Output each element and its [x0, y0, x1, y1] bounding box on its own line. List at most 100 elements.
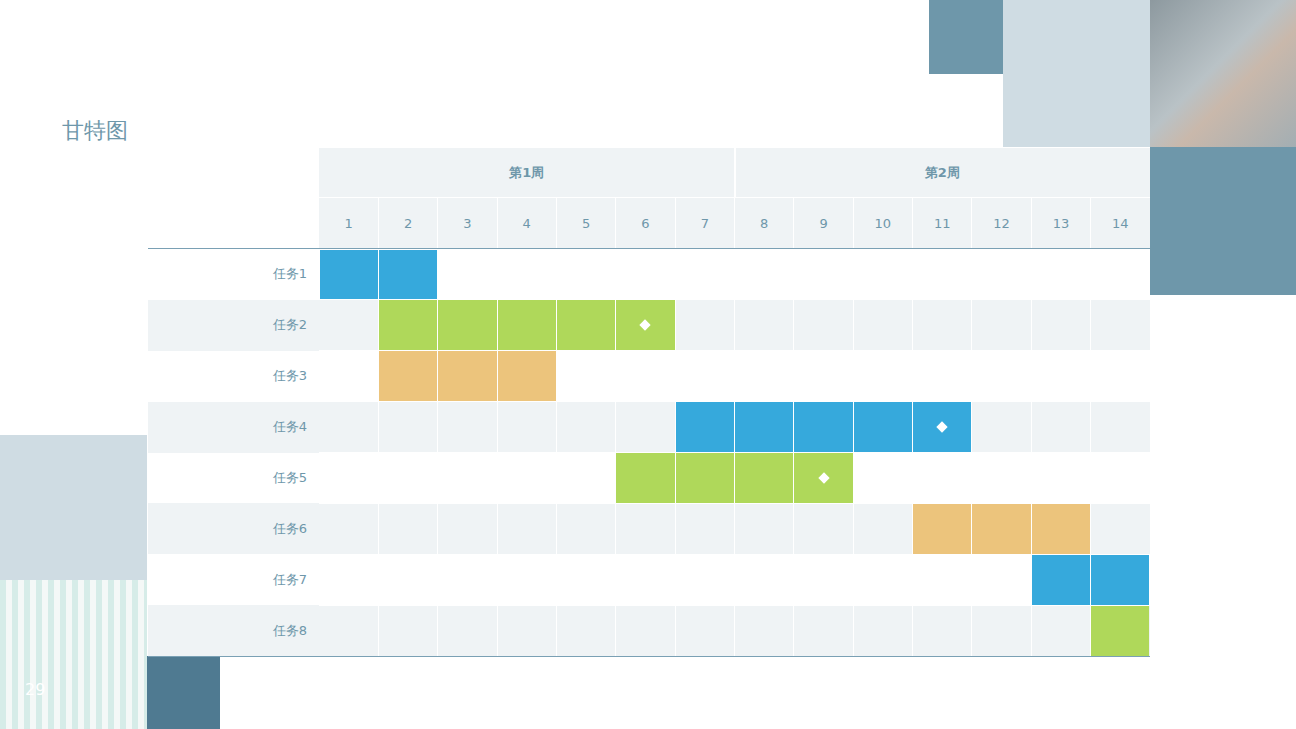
header-separator: [437, 198, 438, 248]
task-label: 任务7: [148, 554, 307, 605]
header-separator: [378, 198, 379, 248]
deco-block: [1150, 147, 1296, 295]
day-tick: 5: [556, 198, 615, 248]
task-bar: [676, 402, 734, 452]
day-tick: 7: [675, 198, 734, 248]
cell-separator: [497, 605, 498, 656]
cell-separator: [971, 605, 972, 656]
axis-line: [148, 656, 1150, 657]
cell-separator: [853, 605, 854, 656]
header-separator: [556, 198, 557, 248]
header-separator: [615, 198, 616, 248]
day-tick: 14: [1091, 198, 1150, 248]
cell-separator: [378, 402, 379, 453]
cell-separator: [912, 300, 913, 351]
task-bar: [794, 402, 852, 452]
task-bar: [438, 300, 496, 350]
cell-separator: [853, 503, 854, 554]
cell-separator: [853, 300, 854, 351]
task-bar: [1091, 606, 1149, 656]
cell-separator: [497, 503, 498, 554]
header-separator: [1031, 198, 1032, 248]
cell-separator: [1090, 402, 1091, 453]
cell-separator: [675, 605, 676, 656]
task-bar: [735, 453, 793, 503]
cell-separator: [734, 503, 735, 554]
cell-separator: [734, 605, 735, 656]
week-label: 第2周: [735, 148, 1151, 198]
cell-separator: [437, 503, 438, 554]
task-bar: [320, 250, 378, 300]
task-bar: [854, 402, 912, 452]
cell-separator: [971, 402, 972, 453]
deco-photo: [1150, 0, 1296, 147]
cell-separator: [556, 503, 557, 554]
row-separator: [319, 554, 1150, 555]
task-bar: [379, 250, 437, 300]
header-separator: [1090, 198, 1091, 248]
task-bar: [557, 300, 615, 350]
header-separator: [971, 198, 972, 248]
task-bar: [379, 351, 437, 401]
task-bar: [735, 402, 793, 452]
deco-block: [929, 0, 1003, 74]
day-tick: 9: [794, 198, 853, 248]
day-tick: 10: [853, 198, 912, 248]
task-bar: [1091, 555, 1149, 605]
cell-separator: [1031, 402, 1032, 453]
header-separator: [734, 148, 736, 198]
cell-separator: [793, 503, 794, 554]
task-label: 任务4: [148, 402, 307, 453]
deco-block: [1003, 0, 1150, 147]
cell-separator: [1031, 300, 1032, 351]
deco-block: [147, 656, 220, 729]
row-separator: [319, 605, 1150, 606]
task-label: 任务3: [148, 351, 307, 402]
day-tick: 12: [972, 198, 1031, 248]
page-number: 29: [25, 680, 65, 704]
task-bar: [676, 453, 734, 503]
header-separator: [675, 198, 676, 248]
task-label: 任务2: [148, 300, 307, 351]
deco-photo: [0, 580, 147, 729]
cell-separator: [615, 402, 616, 453]
day-tick: 1: [319, 198, 378, 248]
cell-separator: [556, 402, 557, 453]
task-bar: [616, 453, 674, 503]
cell-separator: [1031, 605, 1032, 656]
cell-separator: [437, 402, 438, 453]
cell-separator: [971, 300, 972, 351]
deco-block: [0, 435, 147, 580]
cell-separator: [497, 402, 498, 453]
task-bar: [1032, 555, 1090, 605]
cell-separator: [793, 300, 794, 351]
task-bar: [438, 351, 496, 401]
title: 甘特图: [62, 116, 262, 148]
task-bar: [972, 504, 1030, 554]
day-tick: 11: [913, 198, 972, 248]
cell-separator: [734, 300, 735, 351]
cell-separator: [378, 503, 379, 554]
task-bar: [1032, 504, 1090, 554]
day-tick: 8: [735, 198, 794, 248]
cell-separator: [437, 605, 438, 656]
day-tick: 2: [378, 198, 437, 248]
header-separator: [793, 198, 794, 248]
task-label: 任务5: [148, 453, 307, 504]
task-bar: [498, 351, 556, 401]
cell-separator: [615, 605, 616, 656]
cell-separator: [378, 605, 379, 656]
day-tick: 4: [497, 198, 556, 248]
task-bar: [913, 504, 971, 554]
header-separator: [853, 198, 854, 248]
cell-separator: [912, 605, 913, 656]
task-bar: [498, 300, 556, 350]
week-label: 第1周: [319, 148, 735, 198]
day-tick: 3: [438, 198, 497, 248]
cell-separator: [615, 503, 616, 554]
header-separator: [912, 198, 913, 248]
task-label: 任务6: [148, 503, 307, 554]
day-tick: 13: [1031, 198, 1090, 248]
task-label: 任务1: [148, 249, 307, 300]
task-bar: [379, 300, 437, 350]
